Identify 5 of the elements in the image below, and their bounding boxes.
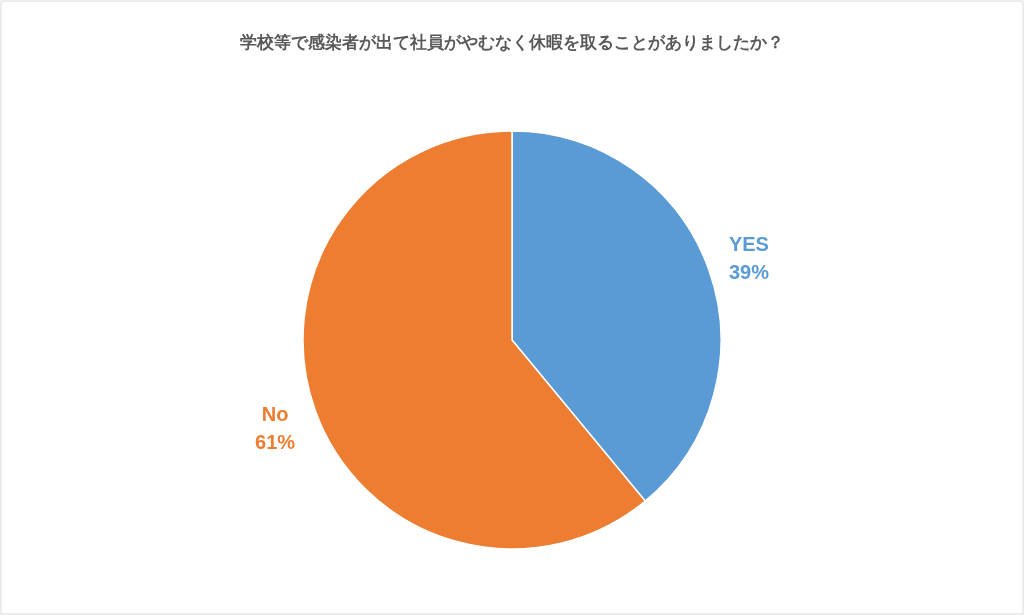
slice-label: YES (728, 232, 769, 255)
slice-label: No (261, 403, 289, 426)
chart-title: 学校等で感染者が出て社員がやむなく休暇を取ることがありましたか？ (240, 33, 784, 52)
data-label: 39% (728, 260, 770, 283)
data-label: 61% (255, 431, 296, 454)
